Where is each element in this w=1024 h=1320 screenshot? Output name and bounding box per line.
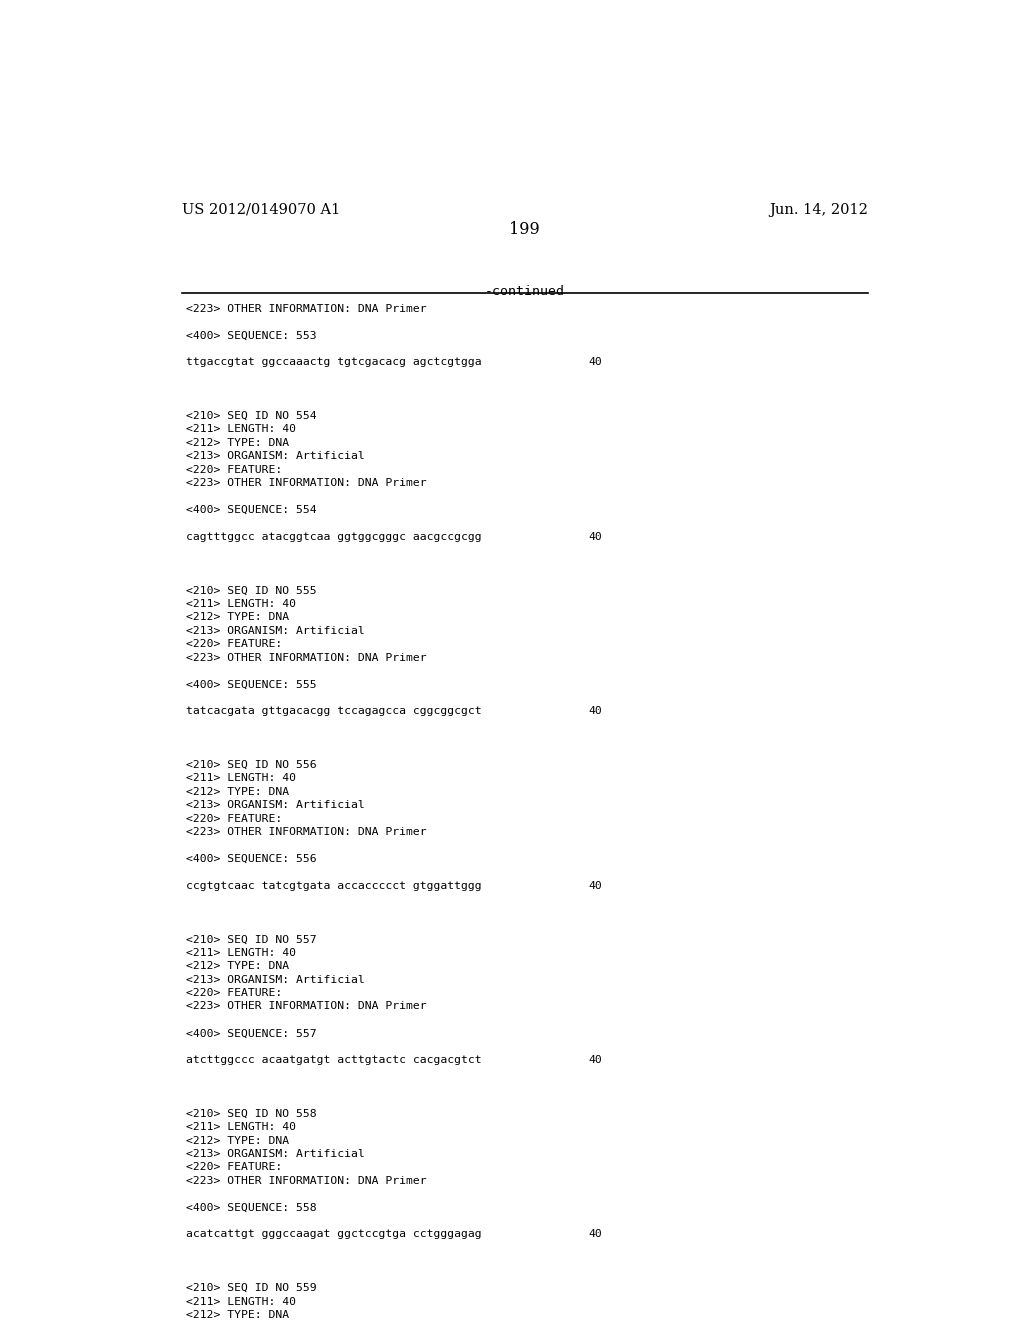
Text: <211> LENGTH: 40: <211> LENGTH: 40 <box>186 1296 296 1307</box>
Text: <212> TYPE: DNA: <212> TYPE: DNA <box>186 1309 289 1320</box>
Text: <212> TYPE: DNA: <212> TYPE: DNA <box>186 438 289 447</box>
Text: <223> OTHER INFORMATION: DNA Primer: <223> OTHER INFORMATION: DNA Primer <box>186 478 427 488</box>
Text: 199: 199 <box>509 222 541 239</box>
Text: <210> SEQ ID NO 555: <210> SEQ ID NO 555 <box>186 586 316 595</box>
Text: <211> LENGTH: 40: <211> LENGTH: 40 <box>186 948 296 958</box>
Text: <400> SEQUENCE: 556: <400> SEQUENCE: 556 <box>186 854 316 863</box>
Text: <212> TYPE: DNA: <212> TYPE: DNA <box>186 612 289 622</box>
Text: <223> OTHER INFORMATION: DNA Primer: <223> OTHER INFORMATION: DNA Primer <box>186 1176 427 1185</box>
Text: cagtttggcc atacggtcaa ggtggcgggc aacgccgcgg: cagtttggcc atacggtcaa ggtggcgggc aacgccg… <box>186 532 481 541</box>
Text: atcttggccc acaatgatgt acttgtactc cacgacgtct: atcttggccc acaatgatgt acttgtactc cacgacg… <box>186 1055 481 1065</box>
Text: <213> ORGANISM: Artificial: <213> ORGANISM: Artificial <box>186 626 365 636</box>
Text: <211> LENGTH: 40: <211> LENGTH: 40 <box>186 425 296 434</box>
Text: <220> FEATURE:: <220> FEATURE: <box>186 813 283 824</box>
Text: <211> LENGTH: 40: <211> LENGTH: 40 <box>186 774 296 783</box>
Text: <210> SEQ ID NO 554: <210> SEQ ID NO 554 <box>186 411 316 421</box>
Text: acatcattgt gggccaagat ggctccgtga cctgggagag: acatcattgt gggccaagat ggctccgtga cctggga… <box>186 1229 481 1239</box>
Text: ccgtgtcaac tatcgtgata accaccccct gtggattggg: ccgtgtcaac tatcgtgata accaccccct gtggatt… <box>186 880 481 891</box>
Text: <400> SEQUENCE: 555: <400> SEQUENCE: 555 <box>186 680 316 689</box>
Text: 40: 40 <box>588 358 602 367</box>
Text: <212> TYPE: DNA: <212> TYPE: DNA <box>186 1135 289 1146</box>
Text: 40: 40 <box>588 532 602 541</box>
Text: <213> ORGANISM: Artificial: <213> ORGANISM: Artificial <box>186 451 365 461</box>
Text: <213> ORGANISM: Artificial: <213> ORGANISM: Artificial <box>186 974 365 985</box>
Text: <400> SEQUENCE: 553: <400> SEQUENCE: 553 <box>186 330 316 341</box>
Text: <211> LENGTH: 40: <211> LENGTH: 40 <box>186 1122 296 1133</box>
Text: <400> SEQUENCE: 557: <400> SEQUENCE: 557 <box>186 1028 316 1039</box>
Text: <400> SEQUENCE: 558: <400> SEQUENCE: 558 <box>186 1203 316 1213</box>
Text: <212> TYPE: DNA: <212> TYPE: DNA <box>186 961 289 972</box>
Text: <400> SEQUENCE: 554: <400> SEQUENCE: 554 <box>186 506 316 515</box>
Text: <220> FEATURE:: <220> FEATURE: <box>186 1163 283 1172</box>
Text: <213> ORGANISM: Artificial: <213> ORGANISM: Artificial <box>186 800 365 810</box>
Text: <210> SEQ ID NO 557: <210> SEQ ID NO 557 <box>186 935 316 944</box>
Text: <210> SEQ ID NO 559: <210> SEQ ID NO 559 <box>186 1283 316 1294</box>
Text: -continued: -continued <box>484 285 565 298</box>
Text: <210> SEQ ID NO 558: <210> SEQ ID NO 558 <box>186 1109 316 1119</box>
Text: ttgaccgtat ggccaaactg tgtcgacacg agctcgtgga: ttgaccgtat ggccaaactg tgtcgacacg agctcgt… <box>186 358 481 367</box>
Text: 40: 40 <box>588 1229 602 1239</box>
Text: <223> OTHER INFORMATION: DNA Primer: <223> OTHER INFORMATION: DNA Primer <box>186 652 427 663</box>
Text: <211> LENGTH: 40: <211> LENGTH: 40 <box>186 599 296 609</box>
Text: 40: 40 <box>588 1055 602 1065</box>
Text: <210> SEQ ID NO 556: <210> SEQ ID NO 556 <box>186 760 316 770</box>
Text: 40: 40 <box>588 880 602 891</box>
Text: <220> FEATURE:: <220> FEATURE: <box>186 639 283 649</box>
Text: 40: 40 <box>588 706 602 717</box>
Text: <220> FEATURE:: <220> FEATURE: <box>186 987 283 998</box>
Text: <212> TYPE: DNA: <212> TYPE: DNA <box>186 787 289 797</box>
Text: <223> OTHER INFORMATION: DNA Primer: <223> OTHER INFORMATION: DNA Primer <box>186 828 427 837</box>
Text: tatcacgata gttgacacgg tccagagcca cggcggcgct: tatcacgata gttgacacgg tccagagcca cggcggc… <box>186 706 481 717</box>
Text: <213> ORGANISM: Artificial: <213> ORGANISM: Artificial <box>186 1148 365 1159</box>
Text: Jun. 14, 2012: Jun. 14, 2012 <box>769 202 867 216</box>
Text: <223> OTHER INFORMATION: DNA Primer: <223> OTHER INFORMATION: DNA Primer <box>186 1002 427 1011</box>
Text: <223> OTHER INFORMATION: DNA Primer: <223> OTHER INFORMATION: DNA Primer <box>186 304 427 314</box>
Text: US 2012/0149070 A1: US 2012/0149070 A1 <box>182 202 340 216</box>
Text: <220> FEATURE:: <220> FEATURE: <box>186 465 283 475</box>
